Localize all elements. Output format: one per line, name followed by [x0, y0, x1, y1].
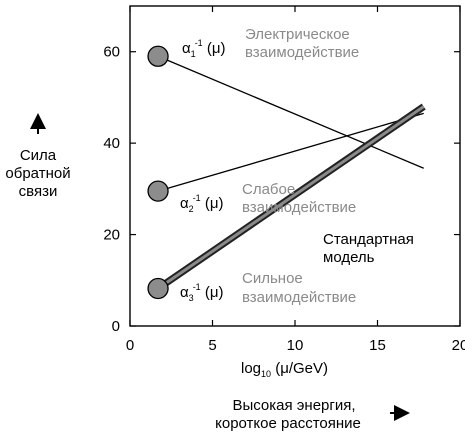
x-tick-label-20: 20	[452, 337, 465, 354]
x-axis-label: log10 (μ/GeV)	[241, 360, 328, 379]
x-tick-label-10: 10	[287, 337, 304, 354]
x-tick-label-15: 15	[369, 337, 386, 354]
annotation-strong-line1: Сильное	[242, 270, 303, 287]
annotation-em-line1: Электрическое	[245, 26, 350, 43]
series-marker-alpha1	[147, 45, 169, 67]
annotation-standard-model-line2: модель	[323, 249, 375, 266]
curve-label-alpha3: α3-1 (μ)	[180, 282, 224, 303]
series-line-alpha2	[157, 112, 424, 192]
bottom-caption-line2: короткое расстояние	[215, 415, 361, 432]
series-layer	[147, 45, 426, 300]
bottom-caption-line1: Высокая энергия,	[232, 397, 355, 414]
annotation-em-line2: взаимодействие	[245, 44, 359, 61]
annotation-weak-line2: взаимодействие	[242, 199, 356, 216]
y-tick-label-60: 60	[103, 44, 120, 61]
annotation-strong-line2: взаимодействие	[242, 289, 356, 306]
y-label-line1: Сила	[20, 147, 57, 164]
y-tick-label-40: 40	[103, 135, 120, 152]
annotation-weak-line1: Слабое	[242, 181, 295, 198]
series-marker-alpha3	[147, 277, 169, 300]
x-axis: 0 5 10 15 20	[126, 6, 465, 354]
y-label-line3: связи	[19, 183, 58, 200]
y-tick-label-0: 0	[112, 318, 120, 335]
y-tick-label-20: 20	[103, 227, 120, 244]
curve-label-alpha2: α2-1 (μ)	[180, 193, 224, 214]
y-label-line2: обратной	[5, 165, 70, 182]
series-line-alpha1	[157, 55, 424, 169]
series-marker-alpha2	[147, 180, 169, 202]
series-line-alpha3-inner	[157, 105, 425, 290]
y-axis: 0 20 40 60	[103, 44, 460, 335]
curve-label-alpha1: α1-1 (μ)	[182, 38, 226, 59]
annotation-standard-model-line1: Стандартная	[323, 231, 414, 248]
x-tick-label-0: 0	[126, 337, 134, 354]
x-tick-label-5: 5	[208, 337, 216, 354]
